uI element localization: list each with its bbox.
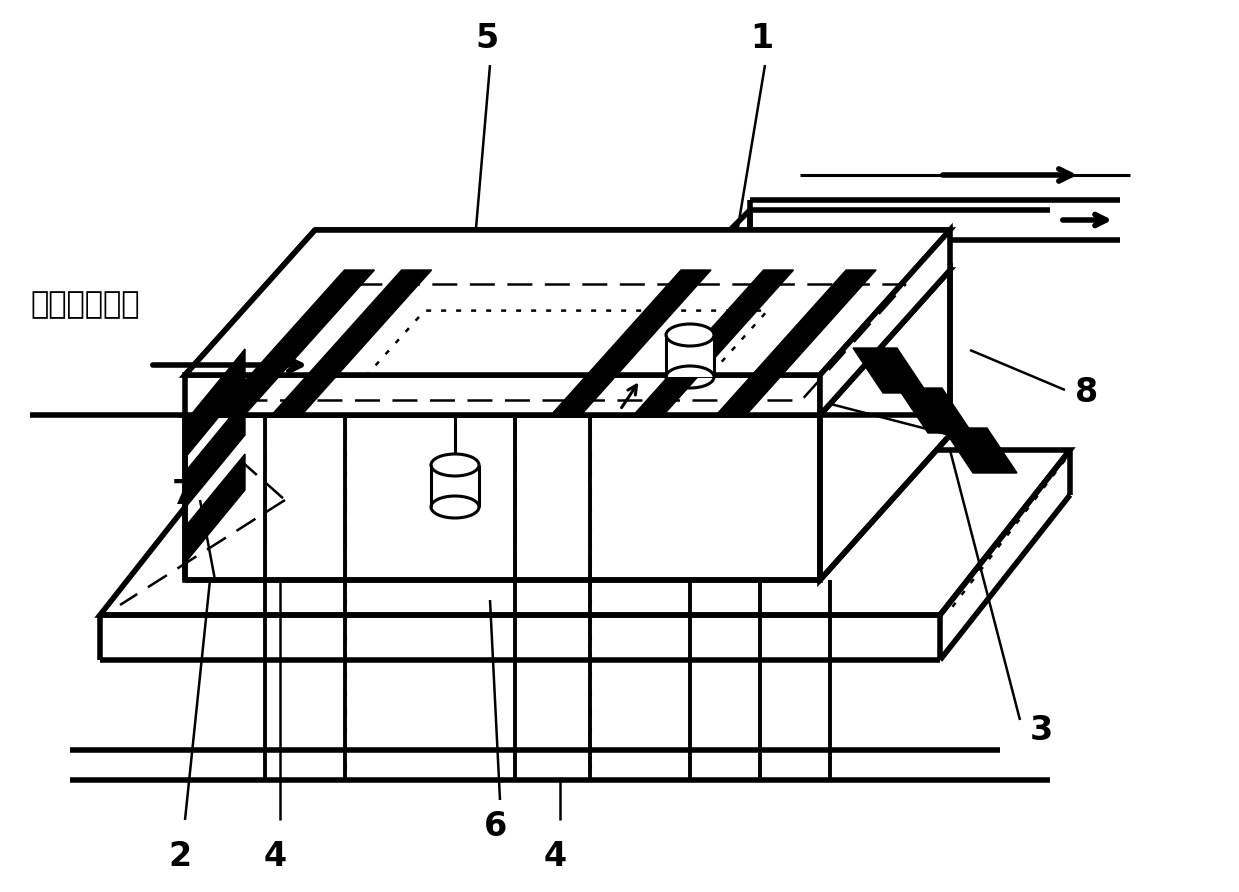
Polygon shape bbox=[820, 270, 950, 580]
Polygon shape bbox=[716, 270, 876, 415]
Polygon shape bbox=[271, 270, 431, 415]
Polygon shape bbox=[898, 388, 973, 433]
Polygon shape bbox=[185, 270, 950, 415]
Text: 8: 8 bbox=[1075, 376, 1098, 409]
Polygon shape bbox=[667, 335, 714, 377]
Text: 5: 5 bbox=[476, 22, 498, 55]
Polygon shape bbox=[185, 399, 245, 508]
Polygon shape bbox=[820, 230, 950, 415]
Polygon shape bbox=[431, 465, 479, 507]
Polygon shape bbox=[633, 270, 793, 415]
Text: 6: 6 bbox=[483, 810, 507, 843]
Polygon shape bbox=[185, 375, 820, 415]
Polygon shape bbox=[852, 348, 927, 393]
Polygon shape bbox=[185, 349, 245, 458]
Ellipse shape bbox=[431, 454, 479, 476]
Text: 2: 2 bbox=[169, 840, 192, 873]
Text: 液晶流动方向: 液晶流动方向 bbox=[30, 291, 140, 319]
Polygon shape bbox=[943, 428, 1017, 473]
Polygon shape bbox=[185, 230, 950, 375]
Text: 1: 1 bbox=[751, 22, 773, 55]
Ellipse shape bbox=[667, 324, 714, 346]
Text: 3: 3 bbox=[1030, 714, 1053, 747]
Polygon shape bbox=[551, 270, 711, 415]
Polygon shape bbox=[100, 450, 1070, 615]
Polygon shape bbox=[185, 454, 245, 563]
Polygon shape bbox=[214, 270, 374, 415]
Text: 4: 4 bbox=[544, 840, 566, 873]
Text: 4: 4 bbox=[264, 840, 286, 873]
Polygon shape bbox=[185, 415, 820, 580]
Text: 7: 7 bbox=[172, 478, 195, 511]
